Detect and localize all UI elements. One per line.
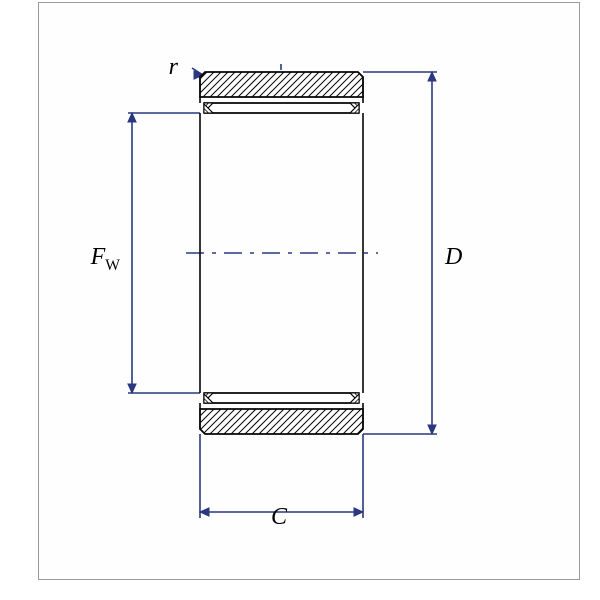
label-fw: FW [91,244,120,275]
label-d: D [445,244,462,271]
label-r: r [169,54,178,81]
bearing-drawing [0,0,600,600]
label-c: C [271,504,287,531]
